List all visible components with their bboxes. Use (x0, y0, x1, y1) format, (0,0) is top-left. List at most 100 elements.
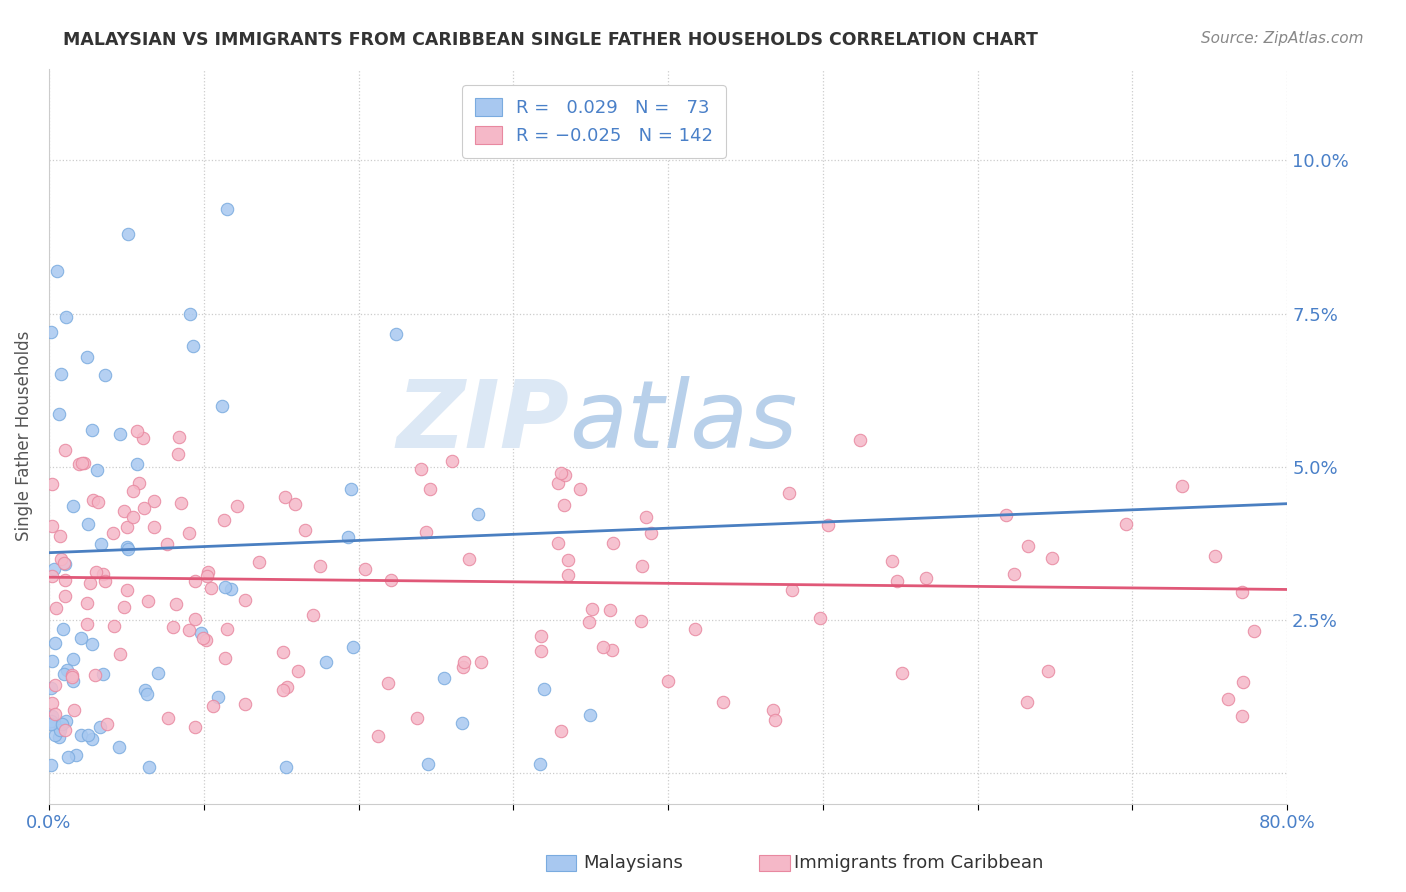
Point (579, 708, 602, 723)
Point (467, 507, 489, 521)
Point (602, 535, 624, 549)
Point (79, 576, 101, 591)
Point (41, 696, 63, 710)
Point (634, 509, 657, 524)
Point (419, 483, 441, 497)
Point (80, 423, 103, 437)
Point (55, 310, 77, 325)
Point (115, 583, 138, 598)
Point (778, 486, 800, 500)
Point (385, 326, 408, 341)
Point (39, 681, 62, 695)
Point (581, 602, 603, 616)
Point (53, 723, 76, 738)
Point (219, 582, 242, 596)
Point (713, 695, 735, 709)
Point (53, 589, 76, 603)
Point (547, 476, 569, 491)
Point (132, 431, 155, 445)
Point (233, 698, 256, 712)
Point (44, 707, 66, 722)
Point (451, 715, 474, 730)
Point (56, 750, 79, 764)
Point (600, 642, 623, 657)
Point (453, 655, 475, 669)
Point (273, 490, 295, 504)
Point (533, 682, 555, 697)
Point (214, 580, 236, 594)
Point (207, 690, 229, 705)
Point (91, 667, 114, 681)
Point (82, 493, 104, 508)
Text: Malaysians: Malaysians (583, 855, 683, 872)
Point (53, 667, 76, 681)
Point (194, 633, 217, 648)
Point (51, 717, 73, 731)
Point (162, 620, 184, 634)
Point (880, 554, 903, 568)
Point (276, 680, 298, 694)
Point (56, 663, 79, 677)
Point (94, 368, 117, 382)
Point (53, 557, 76, 571)
Point (49, 720, 72, 734)
Text: atlas: atlas (569, 376, 797, 467)
Point (53, 556, 76, 570)
Point (41, 518, 63, 533)
Point (631, 558, 654, 573)
Point (1232, 675, 1254, 690)
Point (94, 574, 117, 589)
Point (886, 574, 908, 588)
Point (46, 264, 69, 278)
Point (112, 504, 135, 518)
Point (125, 424, 148, 438)
Point (1204, 549, 1226, 563)
Point (1017, 539, 1039, 553)
Point (62, 499, 84, 513)
Point (1230, 585, 1253, 599)
Point (82, 731, 104, 746)
Point (284, 497, 307, 511)
Point (62, 703, 84, 717)
Point (214, 651, 236, 665)
Point (1115, 516, 1137, 531)
Point (302, 607, 325, 622)
Point (170, 496, 193, 510)
Point (65, 748, 87, 763)
Point (86, 463, 108, 477)
Point (415, 524, 437, 539)
Point (578, 615, 600, 629)
Point (143, 494, 166, 508)
Point (215, 622, 238, 636)
Point (55, 714, 77, 729)
Point (41, 569, 63, 583)
Point (138, 594, 160, 608)
Point (103, 525, 125, 540)
Point (167, 447, 190, 461)
Point (197, 565, 219, 579)
Point (1017, 695, 1039, 709)
Point (70, 456, 93, 470)
Point (457, 551, 479, 566)
Point (44, 636, 66, 650)
Point (849, 434, 872, 448)
Point (45, 601, 67, 615)
Point (84, 667, 107, 681)
Point (211, 399, 233, 413)
Point (69, 728, 91, 742)
Point (51, 367, 73, 381)
Point (440, 453, 463, 467)
Point (44, 728, 66, 742)
Point (121, 483, 143, 498)
Point (276, 760, 298, 774)
Point (184, 720, 207, 734)
Point (685, 622, 707, 636)
Point (200, 581, 222, 595)
Point (184, 612, 207, 626)
Point (890, 665, 912, 680)
Point (177, 623, 200, 637)
Point (780, 583, 803, 598)
Point (763, 713, 786, 727)
Legend: R =   0.029   N =   73, R = −0.025   N = 142: R = 0.029 N = 73, R = −0.025 N = 142 (463, 85, 725, 158)
Point (44, 678, 66, 692)
